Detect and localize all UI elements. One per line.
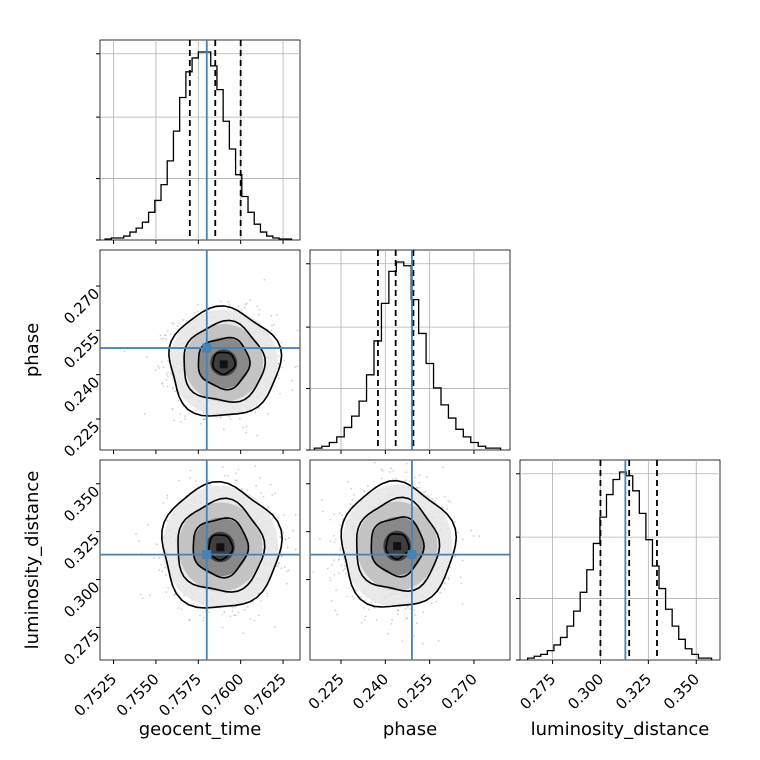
hist-panel-luminosity_distance (516, 459, 721, 664)
x-tick-label-luminosity_distance: 0.300 (564, 670, 607, 713)
hist-panel-geocent_time (96, 39, 301, 244)
panel-frame (309, 249, 511, 451)
x-tick-label-phase: 0.255 (393, 670, 436, 713)
contour-2 (197, 336, 251, 391)
y-tick-label-luminosity_distance: 0.325 (60, 530, 103, 573)
x-tick-label-luminosity_distance: 0.275 (516, 670, 559, 713)
panel-frame (519, 459, 721, 661)
contour-0 (340, 479, 458, 608)
x-tick-label-phase: 0.225 (305, 670, 348, 713)
x-tick-label-phase: 0.270 (438, 670, 481, 713)
x-tick-label-geocent_time: 0.7550 (113, 670, 163, 720)
contour-3 (385, 533, 410, 561)
contour-1 (177, 497, 266, 593)
density-peak (393, 542, 402, 551)
x-tick-label-luminosity_distance: 0.325 (612, 670, 655, 713)
density-panel-geocent_time-luminosity_distance (96, 459, 301, 664)
truth-marker (202, 550, 212, 560)
y-tick-label-phase: 0.225 (60, 418, 103, 461)
y-axis-label-luminosity_distance: luminosity_distance (22, 471, 43, 650)
truth-marker (407, 550, 417, 560)
density-peak (219, 360, 228, 369)
y-tick-label-luminosity_distance: 0.350 (60, 482, 103, 525)
x-tick-label-geocent_time: 0.7625 (240, 670, 290, 720)
x-axis-label-luminosity_distance: luminosity_distance (531, 719, 710, 740)
histogram-step-geocent_time (104, 51, 293, 240)
density-panel-phase-luminosity_distance (306, 459, 511, 664)
y-tick-label-phase: 0.270 (60, 285, 103, 328)
x-axis-label-geocent_time: geocent_time (139, 719, 262, 740)
y-tick-label-phase: 0.240 (60, 373, 103, 416)
hist-panel-phase (306, 249, 511, 454)
density-peak (216, 543, 225, 552)
contour-1 (355, 496, 441, 593)
x-tick-label-luminosity_distance: 0.350 (660, 670, 703, 713)
contour-0 (168, 305, 283, 417)
y-axis-label-phase: phase (22, 323, 43, 377)
y-tick-label-phase: 0.255 (60, 329, 103, 372)
contour-1 (183, 319, 267, 404)
x-tick-label-geocent_time: 0.7600 (198, 670, 248, 720)
contour-0 (160, 480, 284, 609)
contour-2 (192, 517, 250, 579)
x-tick-label-geocent_time: 0.7575 (155, 670, 205, 720)
histogram-step-phase (313, 261, 502, 450)
x-axis-label-phase: phase (383, 719, 437, 740)
y-tick-label-luminosity_distance: 0.300 (60, 578, 103, 621)
histogram-step-luminosity_distance (527, 471, 713, 660)
x-tick-label-phase: 0.240 (349, 670, 392, 713)
density-panel-geocent_time-phase (96, 249, 301, 454)
contour-3 (211, 351, 237, 376)
x-tick-label-geocent_time: 0.7525 (71, 670, 121, 720)
contour-3 (207, 534, 234, 561)
panel-frame (99, 39, 301, 241)
truth-marker (202, 343, 212, 353)
y-tick-label-luminosity_distance: 0.275 (60, 626, 103, 669)
